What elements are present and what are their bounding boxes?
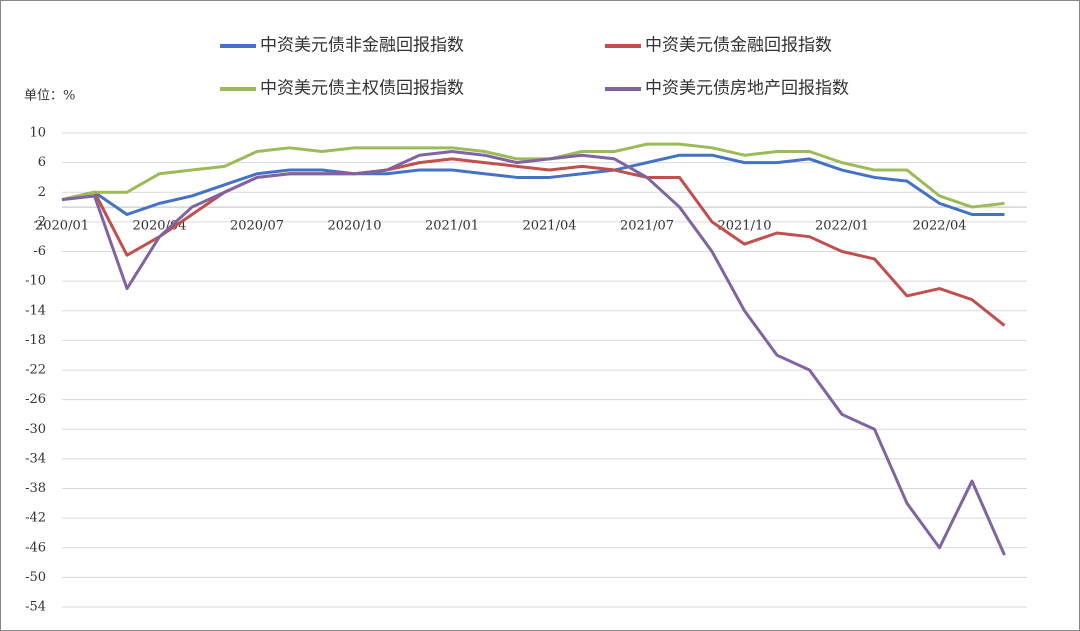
x-tick-label: 2022/01 <box>815 219 869 234</box>
legend-label: 中资美元债主权债回报指数 <box>260 79 464 99</box>
y-tick-label: 2 <box>38 185 46 200</box>
legend-label: 中资美元债金融回报指数 <box>645 36 832 56</box>
series-line <box>61 153 1005 216</box>
y-tick-label: -46 <box>25 540 46 555</box>
legend-label: 中资美元债房地产回报指数 <box>645 79 849 99</box>
legend-label: 中资美元债非金融回报指数 <box>260 36 464 56</box>
y-tick-label: -30 <box>25 422 46 437</box>
series-line <box>61 150 1006 556</box>
y-tick-label: -42 <box>25 511 46 526</box>
y-tick-label: -22 <box>25 363 46 378</box>
y-tick-label: -18 <box>25 333 46 348</box>
y-tick-label: 10 <box>29 126 46 141</box>
x-tick-label: 2020/10 <box>327 219 381 234</box>
y-tick-label: -38 <box>25 481 46 496</box>
series-line <box>61 142 1005 209</box>
y-tick-label: -6 <box>33 244 46 259</box>
y-tick-label: -14 <box>25 303 46 318</box>
x-tick-label: 2021/04 <box>522 219 576 234</box>
unit-label: 单位：% <box>24 89 75 104</box>
y-tick-label: -34 <box>25 451 46 466</box>
x-tick-label: 2021/07 <box>620 219 674 234</box>
x-tick-label: 2020/01 <box>35 219 89 234</box>
y-tick-label: -54 <box>25 600 46 615</box>
y-tick-label: -2 <box>33 214 46 229</box>
x-tick-label: 2022/04 <box>912 219 966 234</box>
y-tick-label: 6 <box>38 155 46 170</box>
y-tick-label: -10 <box>25 274 46 289</box>
x-tick-label: 2020/07 <box>230 219 284 234</box>
x-tick-label: 2021/10 <box>717 219 771 234</box>
y-tick-label: -26 <box>25 392 46 407</box>
x-tick-label: 2020/04 <box>132 219 186 234</box>
x-tick-label: 2021/01 <box>425 219 479 234</box>
y-tick-label: -50 <box>25 570 46 585</box>
